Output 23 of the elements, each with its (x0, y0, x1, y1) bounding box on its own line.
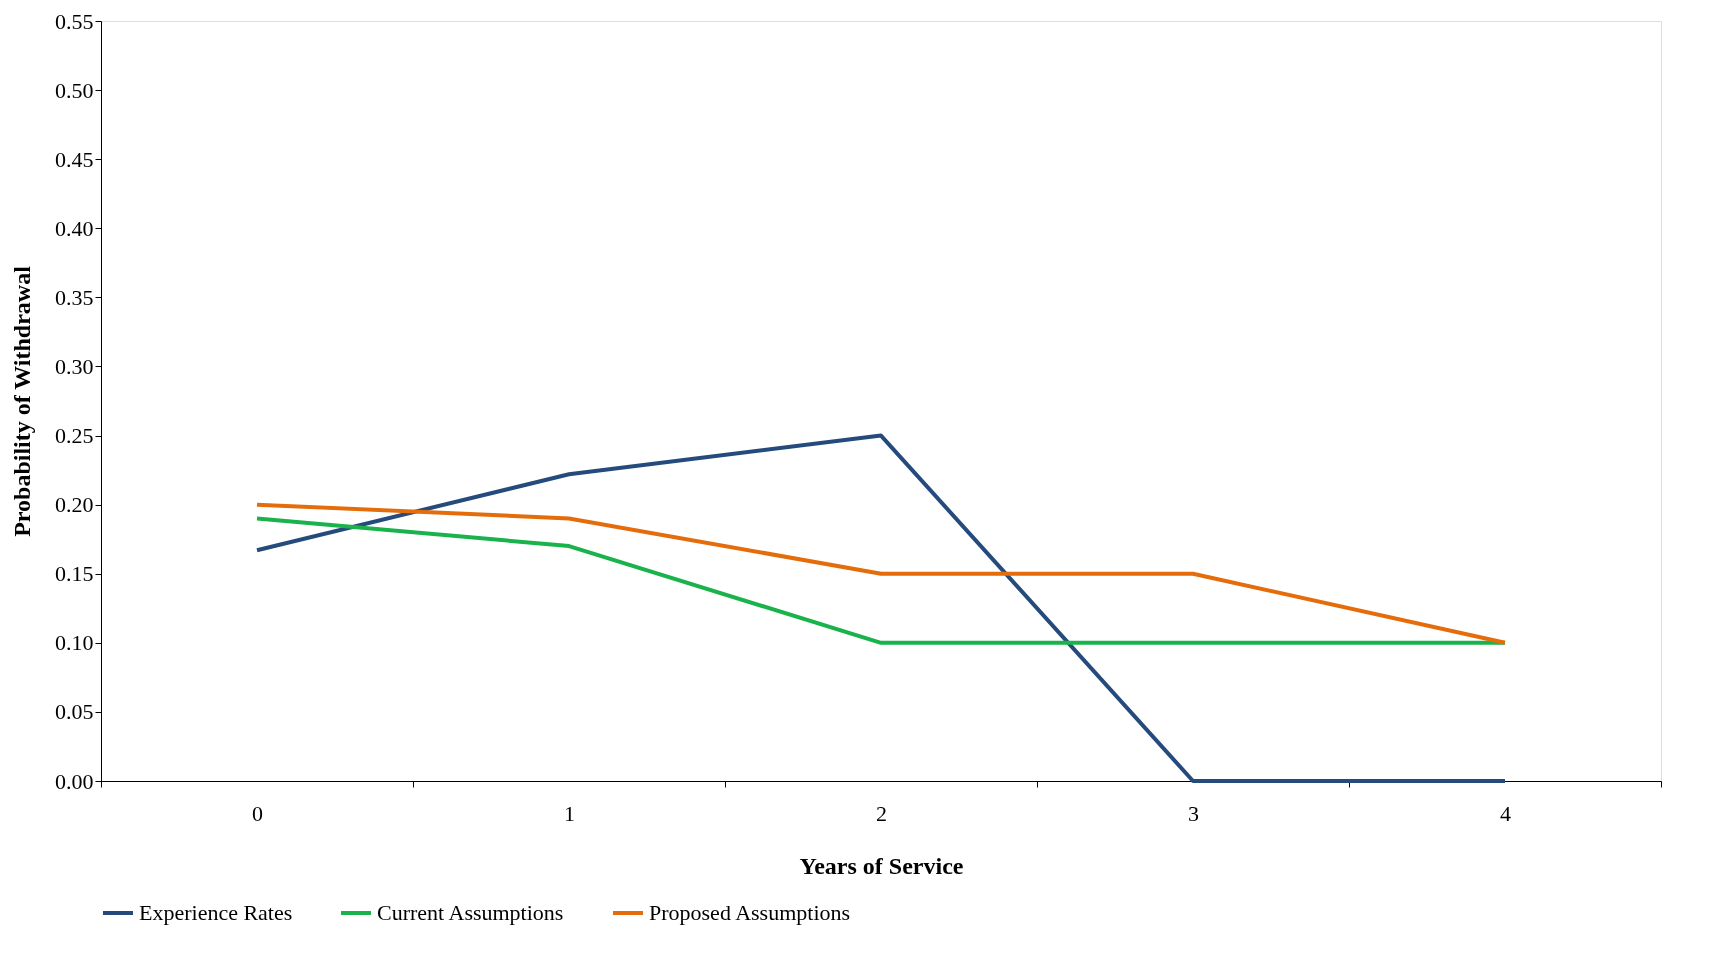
legend-label: Proposed Assumptions (649, 900, 851, 925)
x-tick-label: 4 (1500, 800, 1511, 826)
x-tick-label: 0 (252, 800, 263, 826)
y-tick-label: 0.10 (55, 630, 94, 656)
x-axis-title: Years of Service (799, 852, 964, 879)
y-tick-label: 0.15 (55, 561, 94, 587)
y-tick-label: 0.00 (55, 768, 94, 794)
y-tick-label: 0.05 (55, 699, 94, 725)
legend-label: Experience Rates (139, 900, 293, 925)
y-tick-label: 0.30 (55, 353, 94, 379)
y-tick-label: 0.20 (55, 492, 94, 518)
line-series (255, 433, 1507, 783)
legend-label: Current Assumptions (377, 900, 564, 925)
y-tick-label: 0.35 (55, 284, 94, 310)
x-tick-label: 1 (564, 800, 575, 826)
x-tick-label: 3 (1188, 800, 1199, 826)
y-axis-title: Probability of Withdrawal (9, 265, 35, 537)
x-tick-label: 2 (876, 800, 887, 826)
y-tick-label: 0.50 (55, 77, 94, 103)
y-tick-label: 0.25 (55, 423, 94, 449)
y-tick-label: 0.45 (55, 146, 94, 172)
y-tick-label: 0.55 (55, 8, 94, 34)
y-tick-label: 0.40 (55, 215, 94, 241)
